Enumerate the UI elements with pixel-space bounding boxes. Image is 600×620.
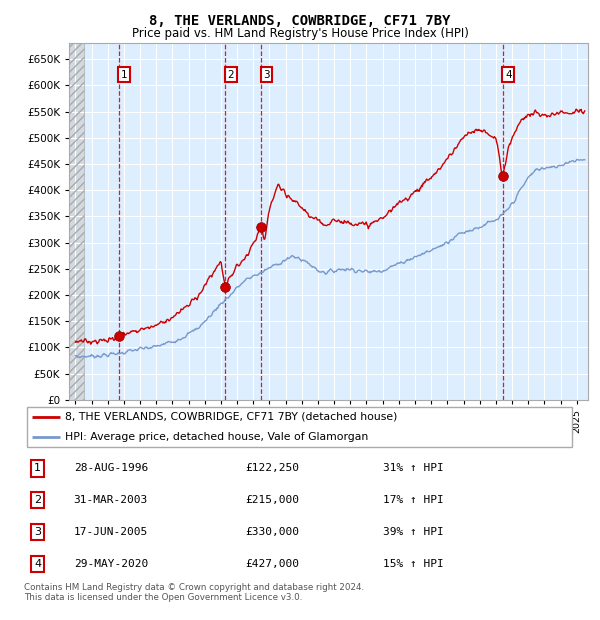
Text: 2: 2 xyxy=(34,495,41,505)
Text: £330,000: £330,000 xyxy=(245,527,299,537)
Text: 3: 3 xyxy=(34,527,41,537)
Text: 3: 3 xyxy=(263,70,270,80)
Text: 17-JUN-2005: 17-JUN-2005 xyxy=(74,527,148,537)
Text: 1: 1 xyxy=(121,70,128,80)
Text: 28-AUG-1996: 28-AUG-1996 xyxy=(74,464,148,474)
Text: 17% ↑ HPI: 17% ↑ HPI xyxy=(383,495,443,505)
Text: 15% ↑ HPI: 15% ↑ HPI xyxy=(383,559,443,569)
Text: £122,250: £122,250 xyxy=(245,464,299,474)
Text: 1: 1 xyxy=(34,464,41,474)
Text: £215,000: £215,000 xyxy=(245,495,299,505)
Text: 8, THE VERLANDS, COWBRIDGE, CF71 7BY: 8, THE VERLANDS, COWBRIDGE, CF71 7BY xyxy=(149,14,451,28)
Text: 2: 2 xyxy=(227,70,234,80)
Text: 39% ↑ HPI: 39% ↑ HPI xyxy=(383,527,443,537)
Text: HPI: Average price, detached house, Vale of Glamorgan: HPI: Average price, detached house, Vale… xyxy=(65,432,368,443)
Text: 31% ↑ HPI: 31% ↑ HPI xyxy=(383,464,443,474)
Bar xyxy=(67,43,83,400)
Text: 4: 4 xyxy=(505,70,512,80)
Text: 4: 4 xyxy=(34,559,41,569)
Text: 8, THE VERLANDS, COWBRIDGE, CF71 7BY (detached house): 8, THE VERLANDS, COWBRIDGE, CF71 7BY (de… xyxy=(65,412,398,422)
Text: £427,000: £427,000 xyxy=(245,559,299,569)
Text: 29-MAY-2020: 29-MAY-2020 xyxy=(74,559,148,569)
Text: 31-MAR-2003: 31-MAR-2003 xyxy=(74,495,148,505)
FancyBboxPatch shape xyxy=(27,407,572,447)
Text: Price paid vs. HM Land Registry's House Price Index (HPI): Price paid vs. HM Land Registry's House … xyxy=(131,27,469,40)
Text: Contains HM Land Registry data © Crown copyright and database right 2024.
This d: Contains HM Land Registry data © Crown c… xyxy=(24,583,364,602)
Bar xyxy=(67,43,83,400)
